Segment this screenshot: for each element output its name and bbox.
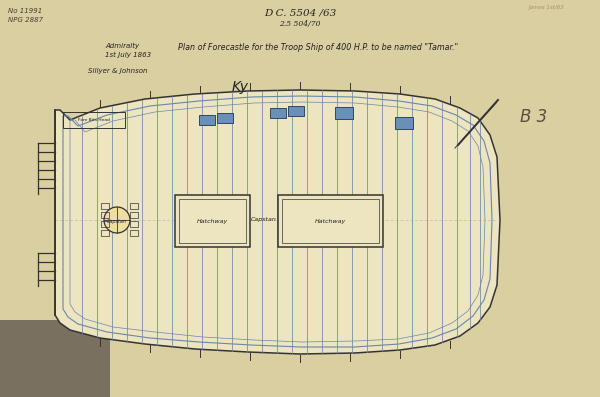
Text: Hatchway: Hatchway — [197, 218, 228, 224]
Text: Plan of Forecastle for the Troop Ship of 400 H.P. to be named "Tamar.": Plan of Forecastle for the Troop Ship of… — [178, 43, 458, 52]
Text: 2.5 504/70: 2.5 504/70 — [279, 20, 321, 28]
Text: Capstan: Capstan — [107, 220, 127, 224]
Bar — [217, 113, 233, 123]
Bar — [175, 195, 250, 247]
Text: B 3: B 3 — [520, 108, 547, 126]
Bar — [130, 212, 138, 218]
Text: Capstan: Capstan — [251, 218, 277, 222]
Text: Hatchway: Hatchway — [315, 218, 346, 224]
Bar — [278, 195, 383, 247]
Bar — [288, 106, 304, 116]
Text: No 11991
NPG 2887: No 11991 NPG 2887 — [8, 8, 43, 23]
Bar — [270, 108, 286, 118]
Bar — [199, 115, 215, 125]
Polygon shape — [55, 90, 500, 354]
Text: Admiralty
1st July 1863: Admiralty 1st July 1863 — [105, 43, 151, 58]
Bar — [101, 212, 109, 218]
Text: Fore Bits Head: Fore Bits Head — [78, 118, 110, 122]
Bar — [130, 230, 138, 236]
Text: Sillyer & Johnson: Sillyer & Johnson — [88, 68, 148, 74]
Bar — [395, 117, 413, 129]
Bar — [130, 203, 138, 209]
Bar — [335, 107, 353, 119]
Bar — [282, 199, 379, 243]
Circle shape — [104, 207, 130, 233]
Bar — [179, 199, 246, 243]
Bar — [101, 203, 109, 209]
Bar — [101, 230, 109, 236]
Bar — [101, 221, 109, 227]
Bar — [63, 112, 125, 128]
Polygon shape — [0, 320, 110, 397]
Text: James 1st/63: James 1st/63 — [529, 5, 565, 10]
Bar — [130, 221, 138, 227]
Text: D C. 5504 /63: D C. 5504 /63 — [264, 8, 336, 17]
Text: Ky: Ky — [232, 80, 249, 94]
